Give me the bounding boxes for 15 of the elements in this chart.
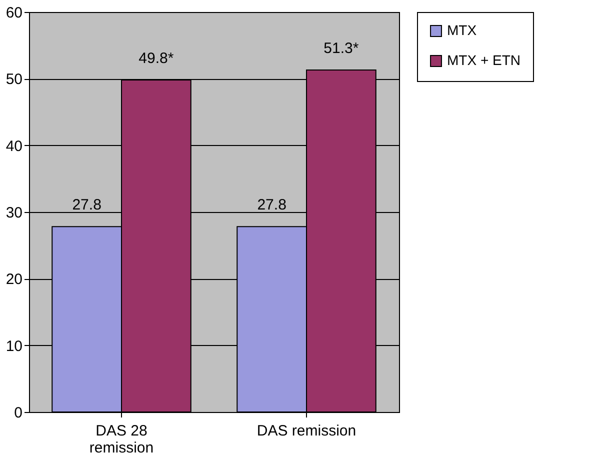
x-tick-label: DAS remission [256,422,356,440]
data-label: 49.8* [138,50,174,67]
y-tick-label: 50 [6,71,22,88]
data-label: 51.3* [324,40,359,57]
x-tick-label: DAS 28 remission [89,422,154,456]
legend-label: MTX + ETN [447,52,521,68]
data-label: 27.8 [72,196,102,214]
y-tick-label: 40 [6,138,22,155]
y-tick-label: 60 [6,4,22,22]
data-label: 27.8 [257,196,286,214]
legend-label: MTX [447,22,478,38]
y-tick-label: 10 [6,338,22,355]
y-tick-label: 0 [14,404,22,422]
y-tick-label: 30 [6,204,22,222]
y-tick-label: 20 [6,271,22,288]
